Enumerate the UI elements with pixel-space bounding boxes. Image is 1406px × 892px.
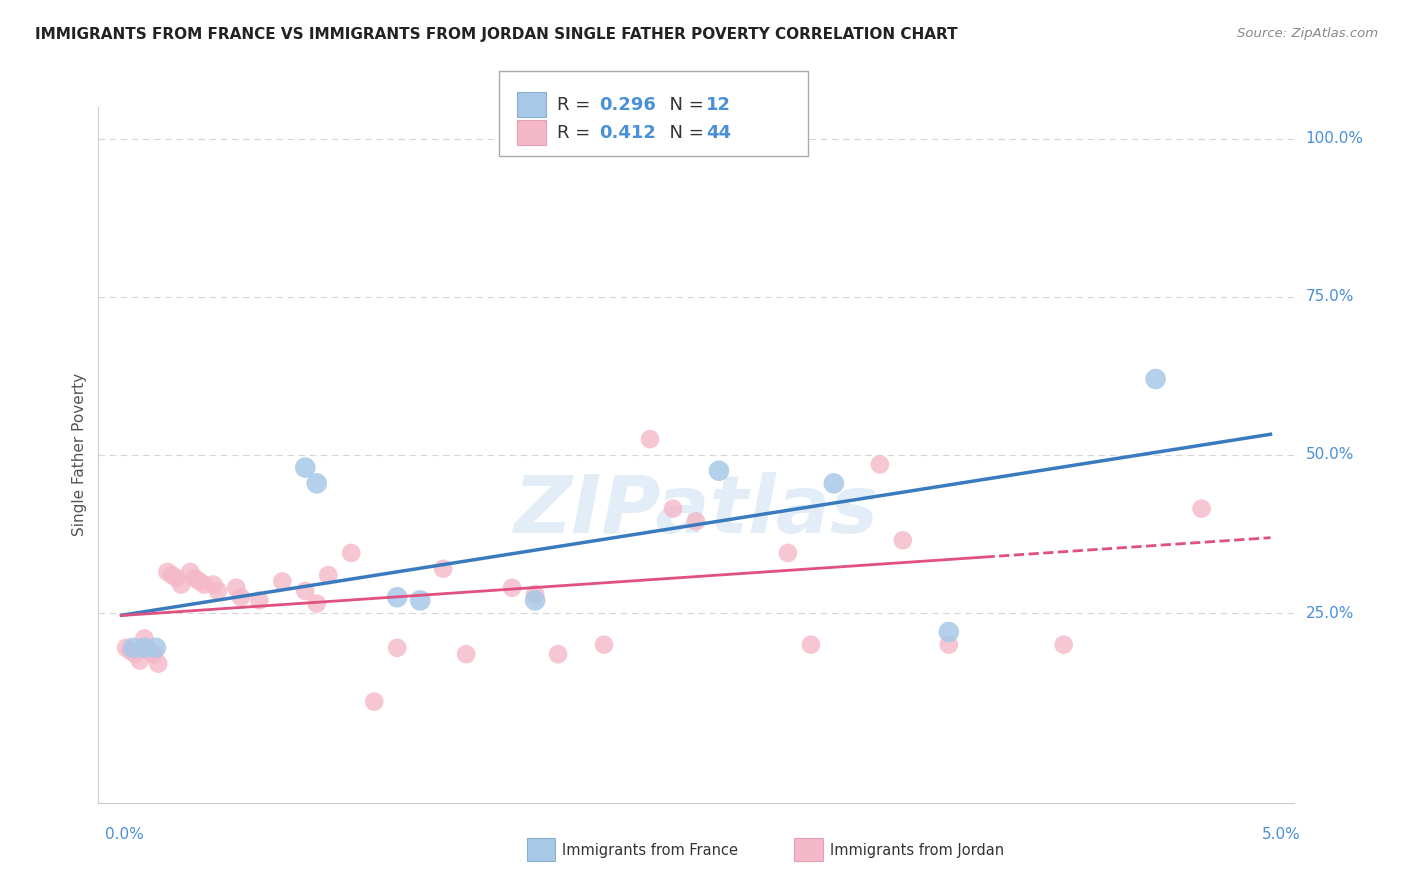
Text: 100.0%: 100.0%: [1305, 131, 1364, 146]
Text: Immigrants from Jordan: Immigrants from Jordan: [830, 843, 1004, 857]
Text: R =: R =: [557, 124, 596, 142]
Point: [202, 577, 225, 591]
Point: [593, 638, 616, 652]
Text: IMMIGRANTS FROM FRANCE VS IMMIGRANTS FROM JORDAN SINGLE FATHER POVERTY CORRELATI: IMMIGRANTS FROM FRANCE VS IMMIGRANTS FRO…: [35, 27, 957, 42]
Point: [247, 593, 270, 607]
Text: 50.0%: 50.0%: [1305, 448, 1354, 462]
Point: [148, 657, 170, 671]
Point: [363, 695, 385, 709]
Point: [385, 591, 408, 605]
Text: 12: 12: [706, 95, 731, 113]
Text: 0.412: 0.412: [599, 124, 655, 142]
Point: [524, 593, 547, 607]
Text: Source: ZipAtlas.com: Source: ZipAtlas.com: [1237, 27, 1378, 40]
Text: ZIPatlas: ZIPatlas: [513, 472, 879, 549]
Text: 25.0%: 25.0%: [1305, 606, 1354, 621]
Point: [305, 476, 328, 491]
Point: [134, 632, 156, 646]
Text: N =: N =: [658, 124, 710, 142]
Text: 5.0%: 5.0%: [1261, 827, 1301, 841]
Text: N =: N =: [658, 95, 710, 113]
Point: [166, 571, 188, 585]
Point: [122, 640, 145, 655]
Text: Immigrants from France: Immigrants from France: [562, 843, 738, 857]
Y-axis label: Single Father Poverty: Single Father Poverty: [72, 374, 87, 536]
Point: [662, 501, 685, 516]
Point: [938, 625, 960, 640]
Point: [891, 533, 914, 548]
Point: [456, 647, 478, 661]
Point: [170, 577, 193, 591]
Point: [685, 514, 707, 528]
Text: 0.0%: 0.0%: [105, 827, 145, 841]
Point: [524, 587, 547, 601]
Text: 75.0%: 75.0%: [1305, 289, 1354, 304]
Point: [120, 644, 142, 658]
Point: [547, 647, 569, 661]
Point: [193, 577, 215, 591]
Point: [160, 568, 183, 582]
Point: [115, 640, 138, 655]
Point: [776, 546, 799, 560]
Point: [501, 581, 523, 595]
Point: [124, 647, 146, 661]
Point: [340, 546, 363, 560]
Point: [823, 476, 845, 491]
Point: [207, 583, 229, 598]
Point: [179, 565, 201, 579]
Point: [134, 640, 156, 655]
Point: [305, 597, 328, 611]
Point: [938, 638, 960, 652]
Point: [271, 574, 294, 589]
Text: 0.296: 0.296: [599, 95, 655, 113]
Text: 44: 44: [706, 124, 731, 142]
Point: [638, 432, 661, 446]
Point: [800, 638, 823, 652]
Point: [142, 647, 165, 661]
Point: [156, 565, 179, 579]
Point: [294, 460, 316, 475]
Point: [229, 591, 252, 605]
Point: [432, 562, 454, 576]
Point: [128, 653, 150, 667]
Point: [188, 574, 211, 589]
Point: [316, 568, 339, 582]
Point: [1191, 501, 1213, 516]
Point: [225, 581, 247, 595]
Point: [1053, 638, 1076, 652]
Point: [184, 571, 207, 585]
Point: [707, 464, 730, 478]
Point: [869, 458, 891, 472]
Point: [138, 644, 160, 658]
Point: [385, 640, 408, 655]
Text: R =: R =: [557, 95, 596, 113]
Point: [145, 640, 167, 655]
Point: [294, 583, 316, 598]
Point: [1144, 372, 1167, 386]
Point: [409, 593, 432, 607]
